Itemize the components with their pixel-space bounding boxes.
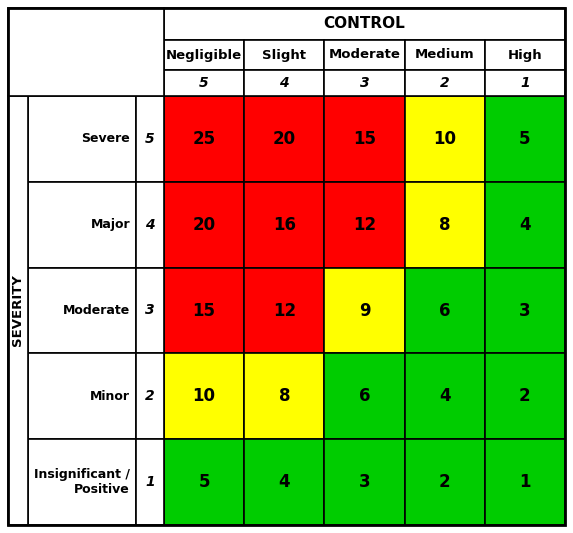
Bar (244, 268, 324, 353)
Text: Severe: Severe (81, 132, 130, 146)
Bar (485, 96, 565, 182)
Text: 4: 4 (278, 473, 290, 491)
Text: 12: 12 (273, 302, 296, 319)
Text: 4: 4 (439, 387, 450, 405)
Bar (136, 182, 164, 268)
Bar (244, 439, 324, 525)
Text: High: High (508, 49, 542, 61)
Bar (324, 439, 405, 525)
Bar (244, 96, 324, 182)
Text: 12: 12 (353, 216, 376, 233)
Text: 3: 3 (359, 473, 370, 491)
Bar (405, 70, 485, 96)
Bar (8, 96, 28, 525)
Text: 2: 2 (519, 387, 531, 405)
Text: 3: 3 (145, 303, 155, 318)
Text: 1: 1 (519, 473, 531, 491)
Bar (164, 40, 244, 70)
Text: 20: 20 (273, 130, 296, 148)
Text: 10: 10 (193, 387, 215, 405)
Text: 6: 6 (439, 302, 450, 319)
Text: 1: 1 (520, 76, 529, 90)
Bar (28, 268, 136, 353)
Text: 2: 2 (439, 473, 450, 491)
Text: 5: 5 (519, 130, 531, 148)
Text: SEVERITY: SEVERITY (11, 274, 25, 346)
Text: 1: 1 (145, 475, 155, 489)
Bar (485, 182, 565, 268)
Text: 6: 6 (359, 387, 370, 405)
Text: Major: Major (91, 218, 130, 231)
Bar (405, 353, 485, 439)
Bar (28, 96, 136, 182)
Text: CONTROL: CONTROL (324, 17, 405, 31)
Bar (324, 40, 405, 70)
Text: 9: 9 (359, 302, 370, 319)
Bar (405, 182, 485, 268)
Text: 3: 3 (360, 76, 370, 90)
Text: 8: 8 (439, 216, 450, 233)
Bar (244, 353, 324, 439)
Text: 4: 4 (145, 217, 155, 232)
Text: 2: 2 (145, 389, 155, 403)
Text: 25: 25 (193, 130, 215, 148)
Bar (136, 268, 164, 353)
Text: 5: 5 (198, 473, 210, 491)
Bar (324, 353, 405, 439)
Bar (164, 353, 244, 439)
Bar (485, 268, 565, 353)
Bar (244, 182, 324, 268)
Text: Insignificant /
Positive: Insignificant / Positive (34, 468, 130, 496)
Bar (324, 182, 405, 268)
Text: 20: 20 (193, 216, 215, 233)
Bar (28, 353, 136, 439)
Bar (324, 96, 405, 182)
Bar (164, 439, 244, 525)
Text: Slight: Slight (262, 49, 307, 61)
Text: Negligible: Negligible (166, 49, 242, 61)
Bar (164, 70, 244, 96)
Text: 4: 4 (519, 216, 531, 233)
Bar (244, 70, 324, 96)
Bar (485, 439, 565, 525)
Bar (324, 268, 405, 353)
Text: Moderate: Moderate (328, 49, 401, 61)
Bar (164, 182, 244, 268)
Text: Moderate: Moderate (63, 304, 130, 317)
Text: 5: 5 (199, 76, 209, 90)
Bar (136, 96, 164, 182)
Bar (405, 40, 485, 70)
Text: 15: 15 (193, 302, 215, 319)
Bar (136, 353, 164, 439)
Bar (136, 439, 164, 525)
Bar (485, 353, 565, 439)
Bar (405, 439, 485, 525)
Bar (28, 182, 136, 268)
Bar (28, 439, 136, 525)
Text: 5: 5 (145, 132, 155, 146)
Text: 8: 8 (278, 387, 290, 405)
Bar (244, 40, 324, 70)
Text: 2: 2 (440, 76, 449, 90)
Bar (405, 96, 485, 182)
Text: 4: 4 (280, 76, 289, 90)
Text: 3: 3 (519, 302, 531, 319)
Text: 16: 16 (273, 216, 296, 233)
Text: 15: 15 (353, 130, 376, 148)
Text: 10: 10 (433, 130, 456, 148)
Bar (485, 40, 565, 70)
Text: Minor: Minor (90, 390, 130, 403)
Bar (324, 70, 405, 96)
Bar (405, 268, 485, 353)
Bar (164, 96, 244, 182)
Bar (164, 8, 565, 40)
Text: Medium: Medium (415, 49, 474, 61)
Bar (485, 70, 565, 96)
Bar (8, 8, 164, 96)
Bar (164, 268, 244, 353)
